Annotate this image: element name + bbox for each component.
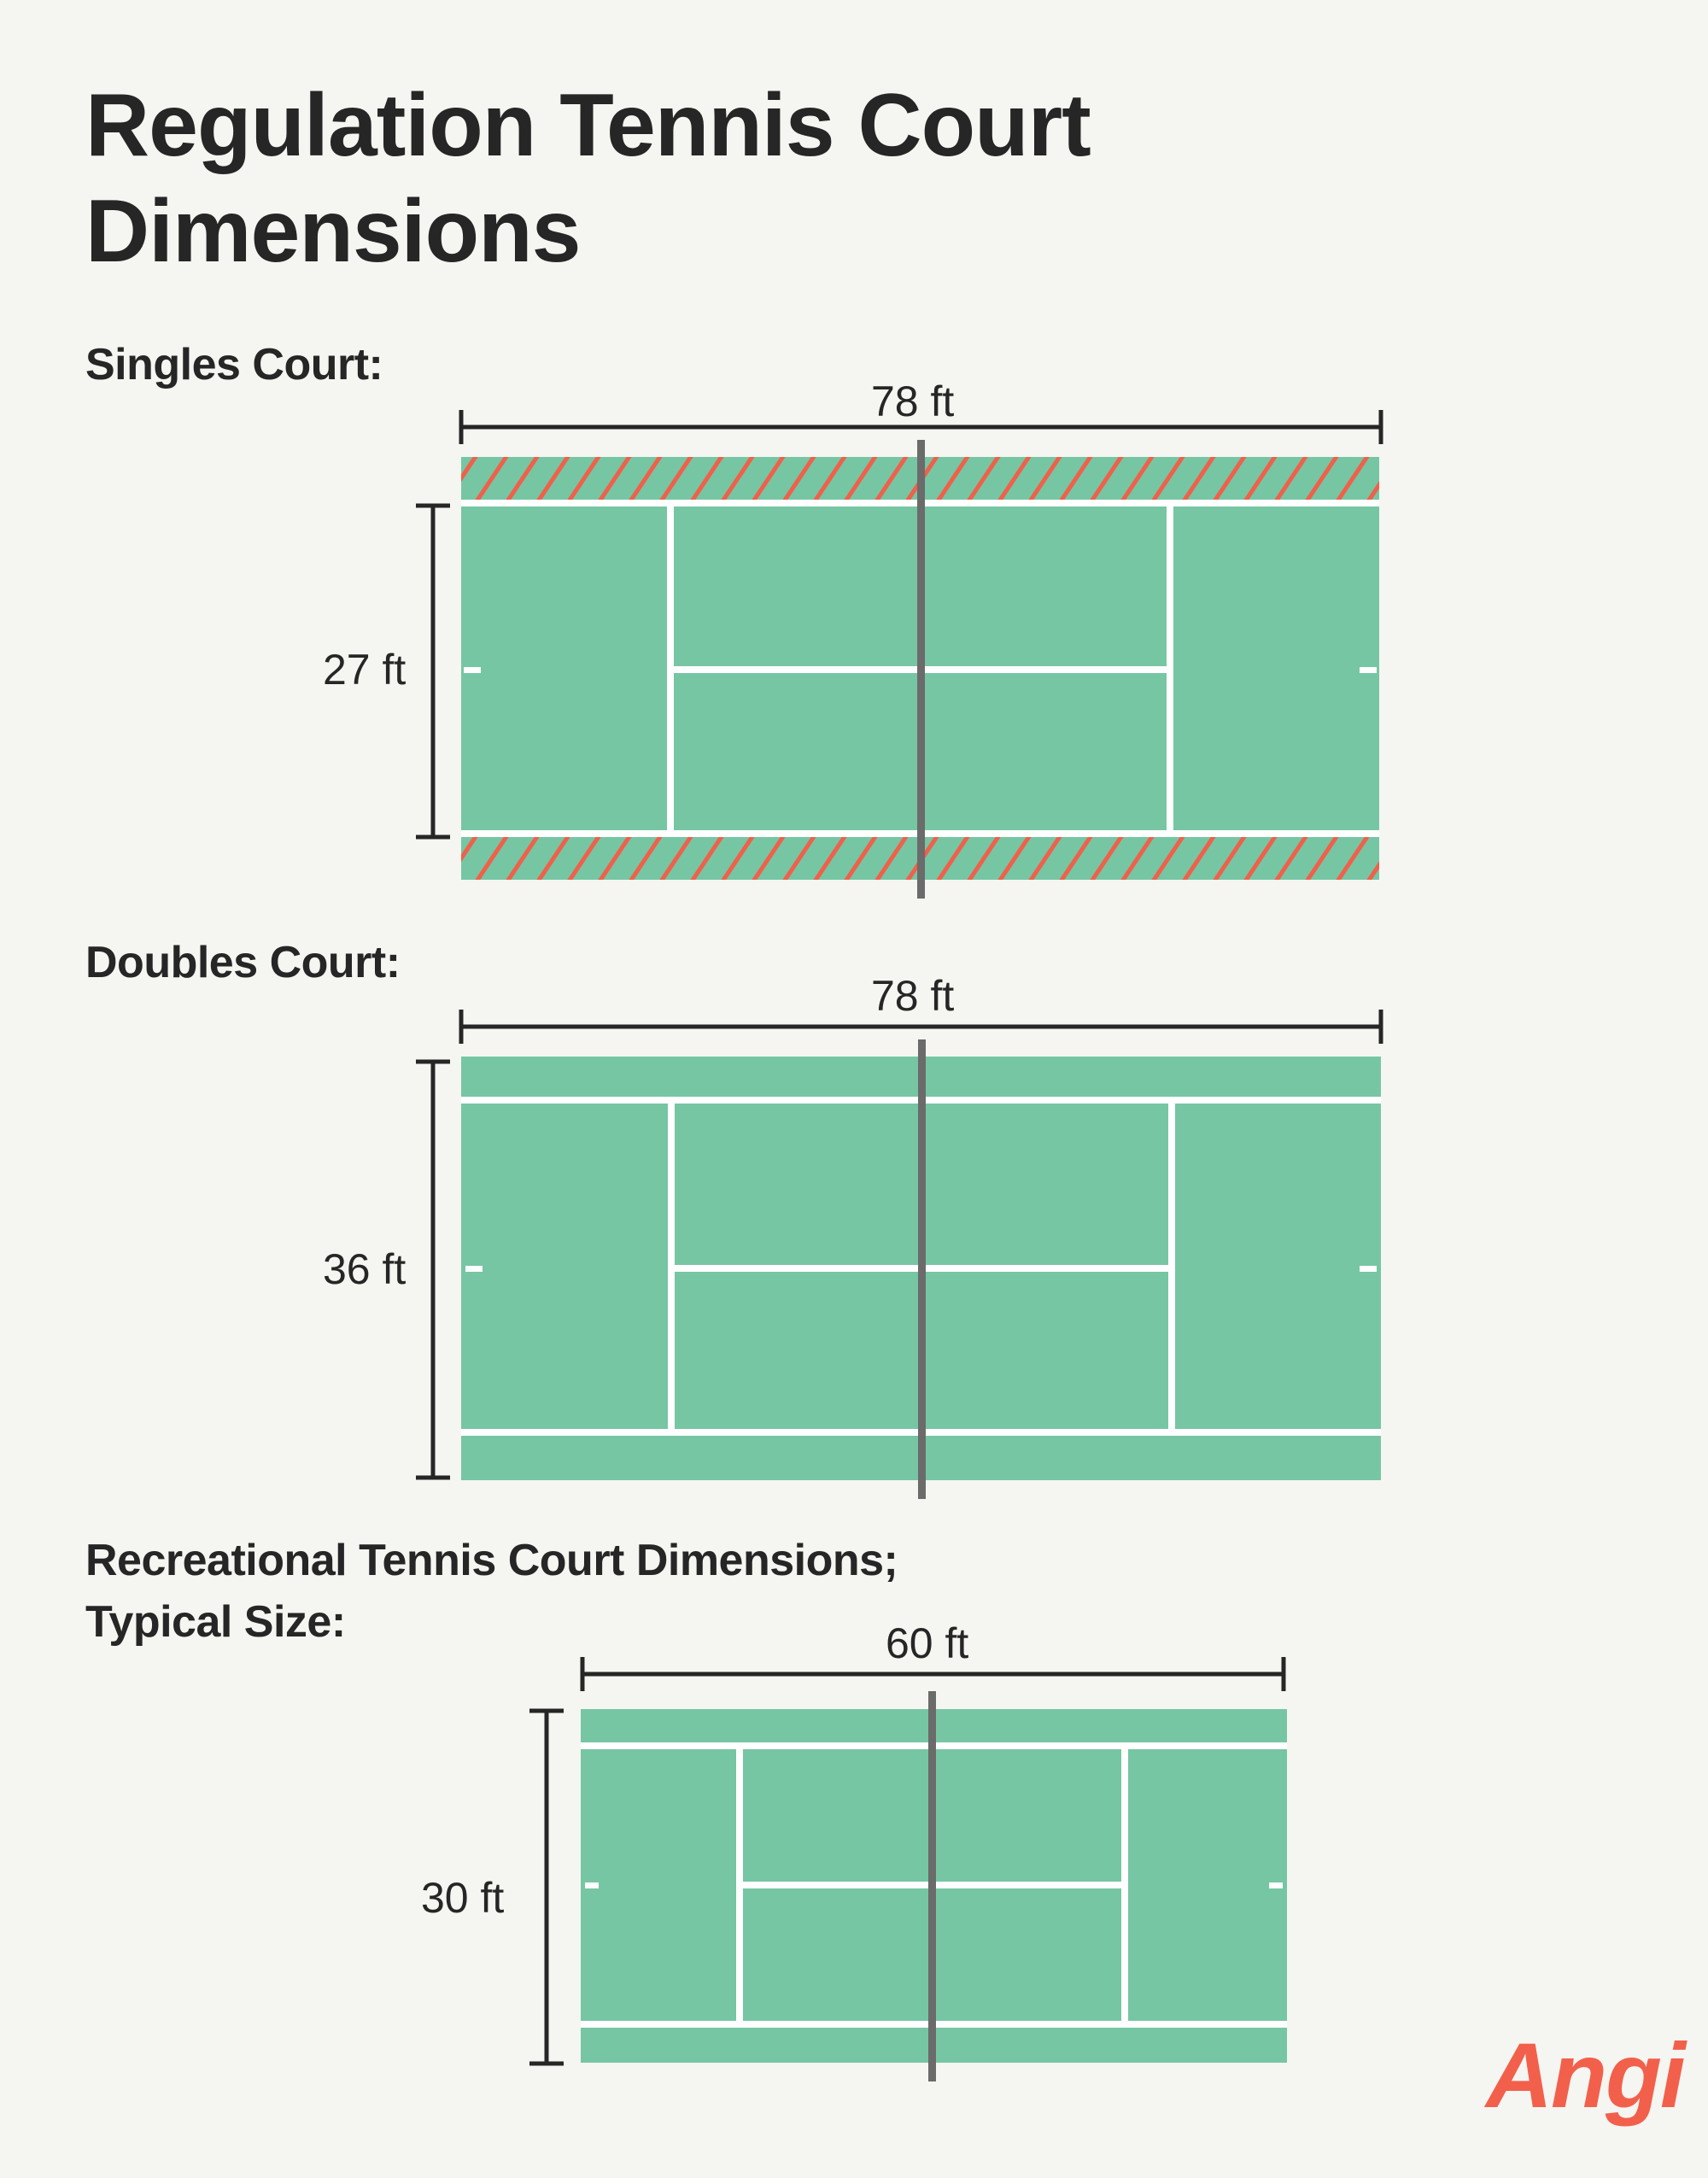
doubles-width-dimension-line: [416, 1059, 450, 1480]
excluded-alley-hatching-top: [461, 457, 1379, 500]
recreational-net: [928, 1691, 936, 2081]
doubles-court-diagram: [416, 1010, 1383, 1499]
page-title: Regulation Tennis Court Dimensions: [85, 76, 1091, 281]
recreational-length-label: 60 ft: [886, 1619, 969, 1667]
singles-court-heading: Singles Court:: [85, 340, 383, 389]
excluded-alley-hatching-bottom: [461, 837, 1379, 880]
doubles-length-dimension-line: [459, 1010, 1383, 1044]
angi-logo: Angi: [1486, 2023, 1686, 2127]
recreational-length-dimension-line: [580, 1657, 1286, 1691]
singles-net: [917, 440, 925, 899]
recreational-court-heading-line2: Typical Size:: [85, 1597, 346, 1647]
doubles-net: [918, 1039, 926, 1499]
doubles-court-heading: Doubles Court:: [85, 938, 401, 987]
recreational-court-heading-line1: Recreational Tennis Court Dimensions;: [85, 1536, 898, 1585]
singles-length-dimension-line: [459, 410, 1383, 444]
singles-length-label: 78 ft: [871, 378, 955, 425]
singles-court-diagram: [416, 410, 1383, 899]
doubles-width-label: 36 ft: [323, 1245, 407, 1293]
doubles-length-label: 78 ft: [871, 972, 955, 1020]
singles-width-label: 27 ft: [323, 646, 407, 694]
recreational-width-dimension-line: [529, 1708, 564, 2066]
recreational-width-label: 30 ft: [421, 1874, 505, 1922]
singles-width-dimension-line: [416, 503, 450, 840]
